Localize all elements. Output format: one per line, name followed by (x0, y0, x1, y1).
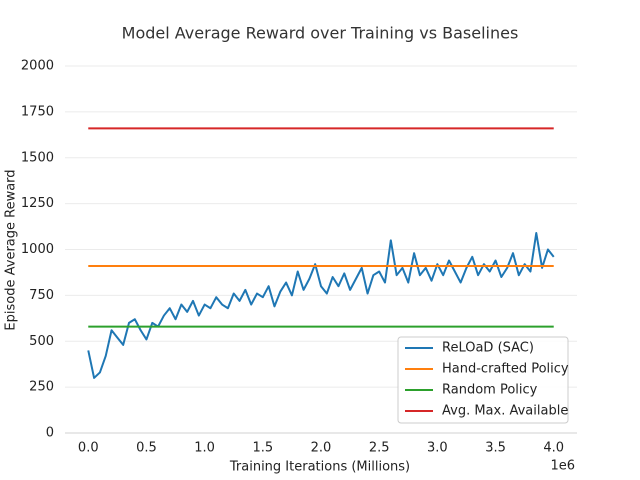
y-tick-label: 750 (29, 288, 54, 303)
x-tick-label: 2.0 (311, 441, 332, 456)
x-offset-label: 1e6 (550, 459, 575, 474)
legend-label: Hand-crafted Policy (442, 362, 569, 377)
y-tick-label: 0 (46, 426, 54, 441)
y-tick-label: 2000 (21, 59, 54, 74)
x-tick-label: 1.0 (194, 441, 215, 456)
x-tick-label: 3.5 (485, 441, 506, 456)
x-tick-label: 1.5 (252, 441, 273, 456)
x-tick-label: 3.0 (427, 441, 448, 456)
x-tick-label: 2.5 (369, 441, 390, 456)
y-tick-label: 1000 (21, 242, 54, 257)
x-axis-label: Training Iterations (Millions) (229, 460, 410, 475)
legend-label: Random Policy (442, 383, 538, 398)
y-tick-label: 1750 (21, 104, 54, 119)
series-line (87, 231, 555, 379)
x-tick-label: 0.0 (78, 441, 99, 456)
y-tick-label: 500 (29, 334, 54, 349)
y-tick-label: 250 (29, 380, 54, 395)
legend-box (397, 336, 569, 424)
x-tick-label: 0.5 (136, 441, 157, 456)
y-axis-label: Episode Average Reward (4, 169, 19, 330)
x-tick-label: 4.0 (543, 441, 564, 456)
y-tick-label: 1500 (21, 150, 54, 165)
chart-title: Model Average Reward over Training vs Ba… (122, 24, 519, 43)
legend-label: Avg. Max. Available (442, 404, 568, 419)
legend: ReLOaD (SAC) Hand-crafted Policy Random Po… (397, 336, 569, 424)
y-tick-label: 1250 (21, 196, 54, 211)
legend-label: ReLOaD (SAC) (442, 341, 534, 356)
